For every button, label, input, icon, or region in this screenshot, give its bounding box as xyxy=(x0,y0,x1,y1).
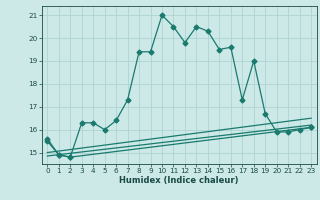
X-axis label: Humidex (Indice chaleur): Humidex (Indice chaleur) xyxy=(119,176,239,185)
